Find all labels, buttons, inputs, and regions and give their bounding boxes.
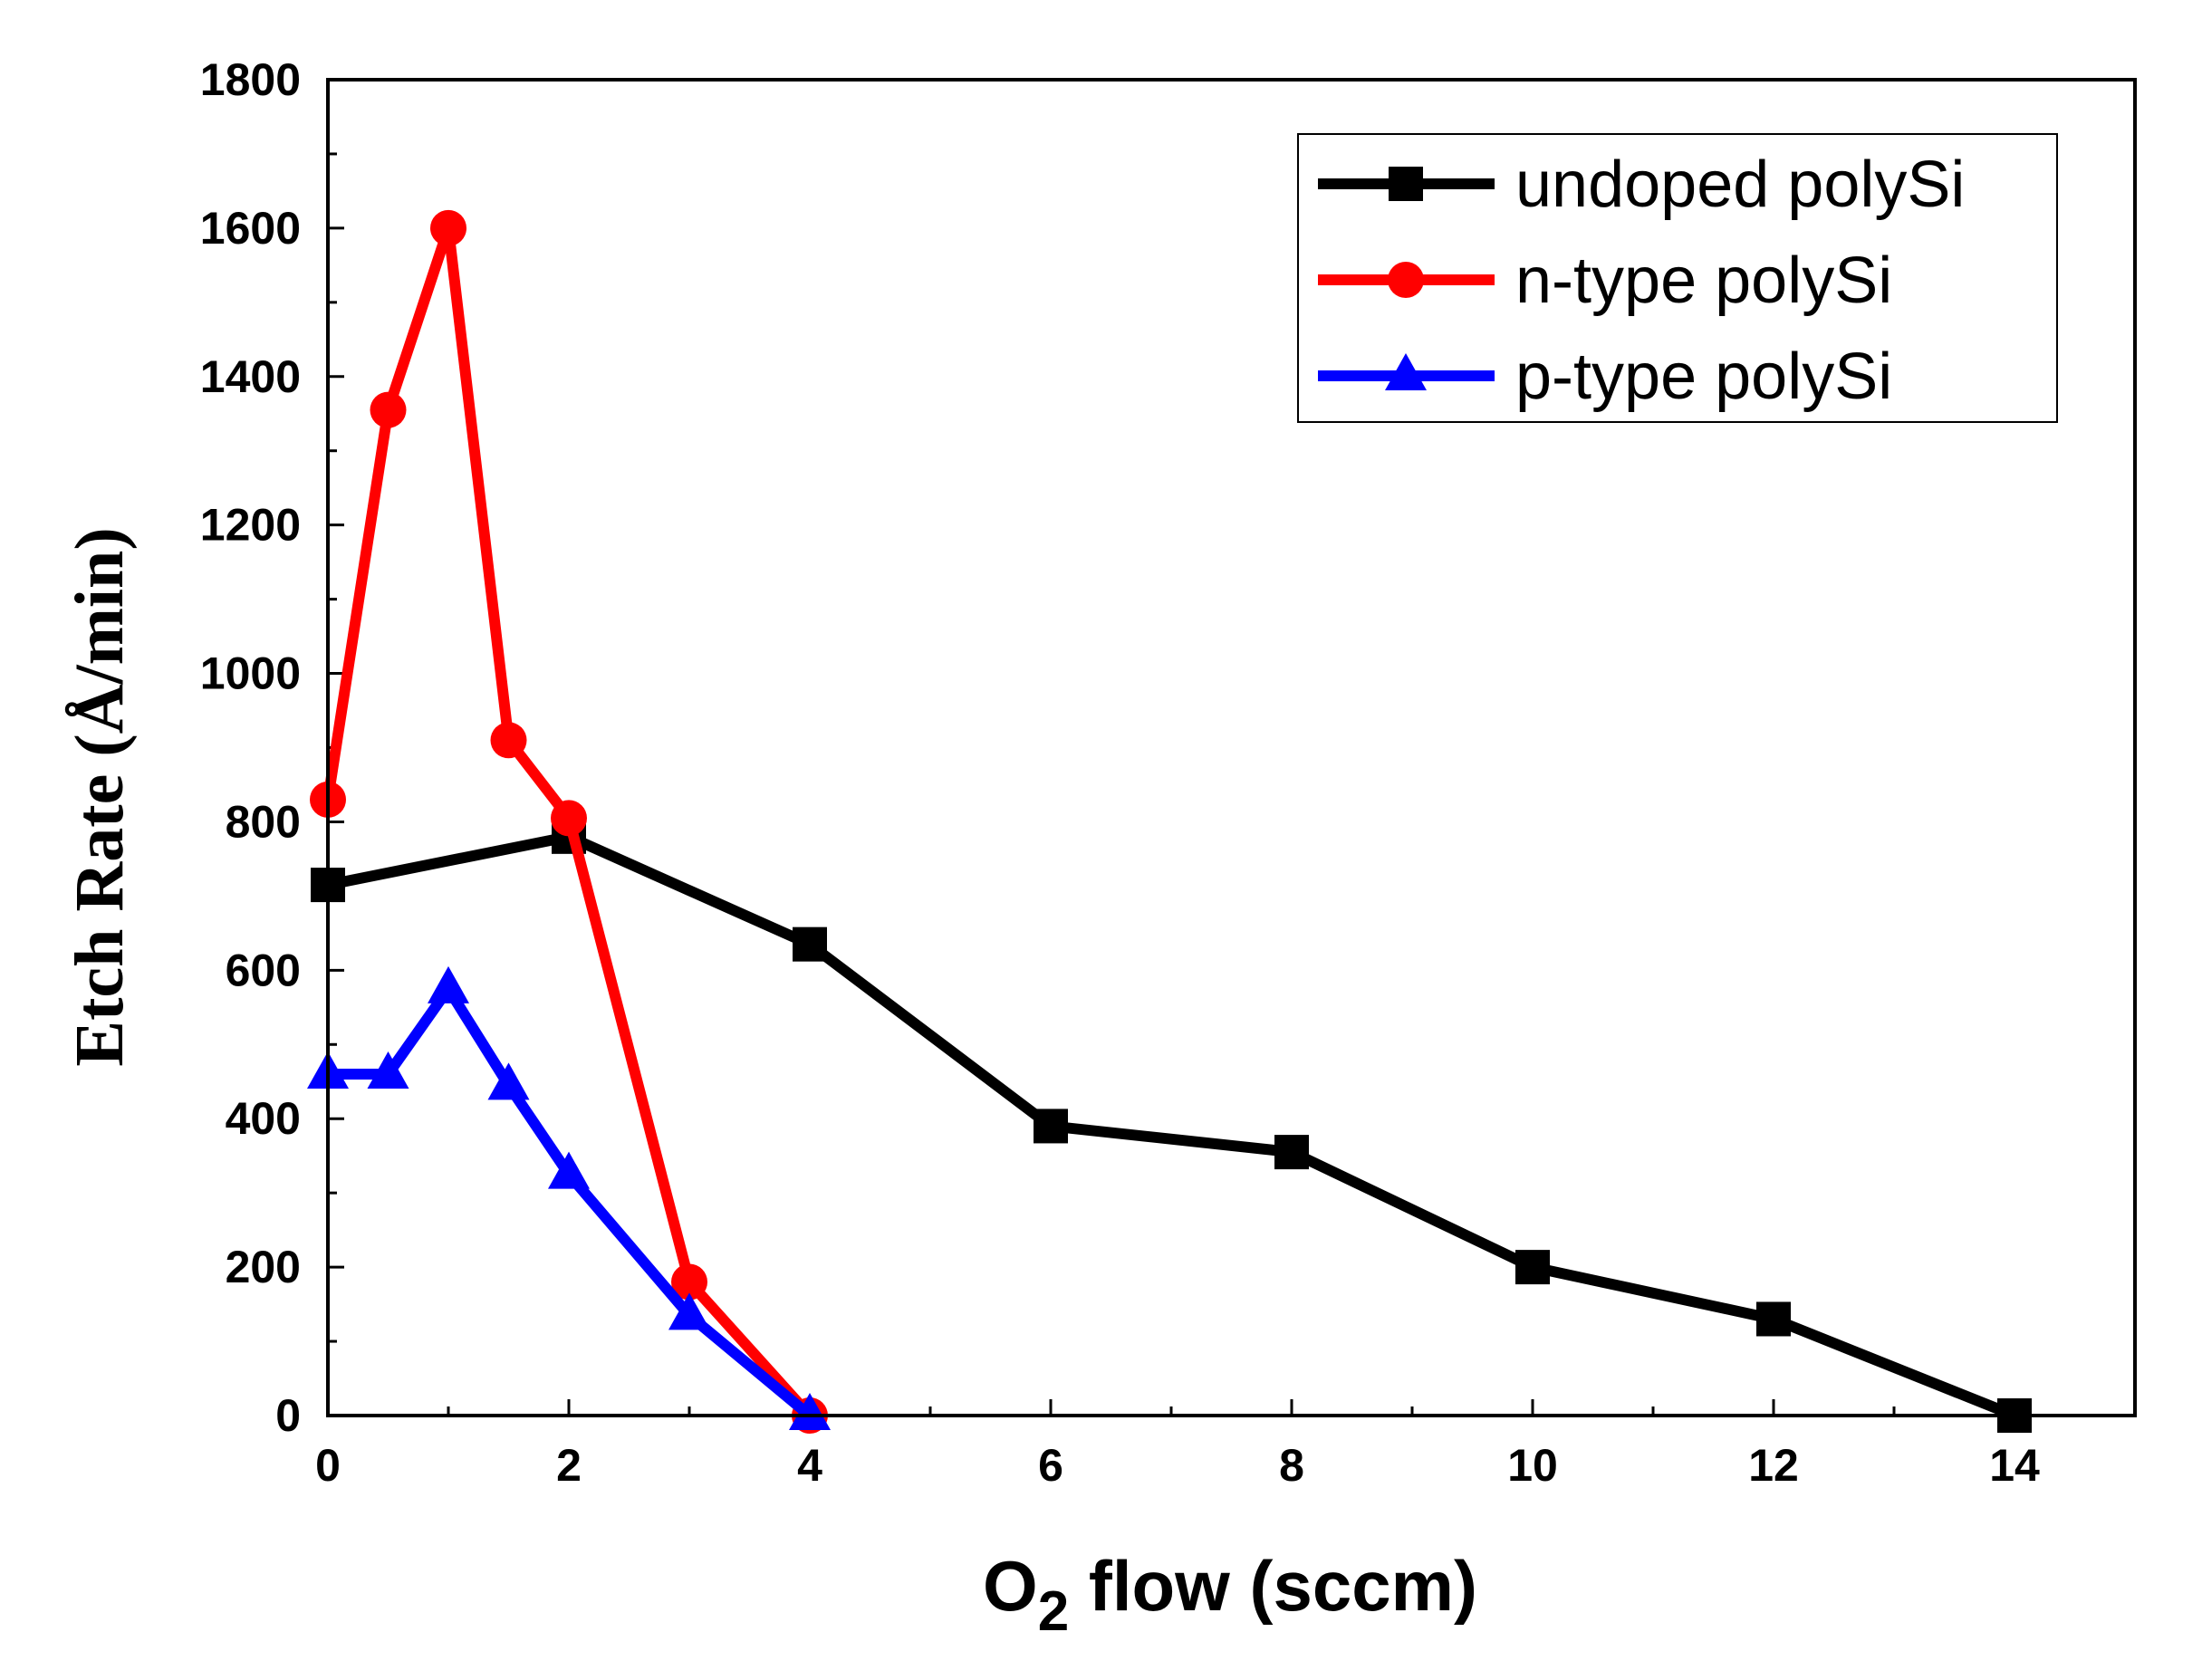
y-axis-ticks: 0 200 400 600 800 1000 1200 1400 1600 1800 — [200, 54, 344, 1441]
legend-label: p-type polySi — [1515, 341, 1892, 413]
x-tick-label: 8 — [1279, 1440, 1304, 1491]
data-point — [430, 209, 466, 246]
x-tick-label: 2 — [556, 1440, 582, 1491]
y-tick-label: 1600 — [200, 203, 301, 254]
x-tick-label: 6 — [1038, 1440, 1063, 1491]
x-tick-label: 12 — [1748, 1440, 1799, 1491]
series-triangle — [307, 965, 831, 1430]
y-tick-label: 400 — [226, 1093, 301, 1144]
y-axis-title: Etch Rate (Å/min) — [62, 527, 138, 1066]
data-point — [668, 1292, 710, 1330]
x-axis-title: O2 flow (sccm) — [983, 1546, 1477, 1643]
x-tick-label: 0 — [315, 1440, 341, 1491]
data-point — [551, 800, 587, 837]
data-point — [671, 1263, 707, 1301]
data-point — [367, 1051, 409, 1090]
data-point — [1515, 1250, 1550, 1285]
series-line — [328, 983, 813, 1420]
legend-label: n-type polySi — [1515, 245, 1892, 317]
data-point — [370, 391, 407, 428]
data-point — [490, 722, 527, 759]
y-tick-label: 1400 — [200, 351, 301, 402]
y-tick-label: 1800 — [200, 54, 301, 105]
data-point — [793, 926, 827, 962]
series-line — [326, 830, 2017, 1421]
data-point — [789, 1393, 831, 1430]
legend-marker — [1385, 353, 1427, 390]
x-tick-label: 10 — [1507, 1440, 1558, 1491]
y-tick-label: 600 — [226, 945, 301, 995]
legend-item: undoped polySi — [1318, 149, 1965, 221]
legend-item: n-type polySi — [1318, 245, 1892, 317]
data-point — [428, 965, 469, 1003]
data-point — [1274, 1135, 1309, 1170]
data-point — [1756, 1301, 1791, 1337]
series-circle — [310, 209, 828, 1434]
legend-marker — [1389, 167, 1423, 201]
legend: undoped polySi n-type polySi p-type polySi — [1297, 133, 2058, 423]
data-point — [1034, 1109, 1068, 1144]
legend-marker — [1388, 262, 1424, 298]
plot-frame — [326, 78, 2137, 1417]
series-square — [311, 819, 2032, 1433]
x-axis-ticks: 0 2 4 6 8 10 12 14 — [315, 1399, 2040, 1491]
y-tick-label: 800 — [226, 796, 301, 847]
legend-label: undoped polySi — [1515, 149, 1965, 221]
y-tick-label: 0 — [275, 1390, 301, 1441]
data-point — [548, 1151, 590, 1189]
x-tick-label: 14 — [1989, 1440, 2040, 1491]
y-tick-label: 1000 — [200, 648, 301, 699]
legend-item: p-type polySi — [1318, 341, 1892, 413]
y-tick-label: 1200 — [200, 500, 301, 551]
data-point — [487, 1062, 530, 1100]
y-tick-label: 200 — [226, 1242, 301, 1292]
x-tick-label: 4 — [797, 1440, 822, 1491]
